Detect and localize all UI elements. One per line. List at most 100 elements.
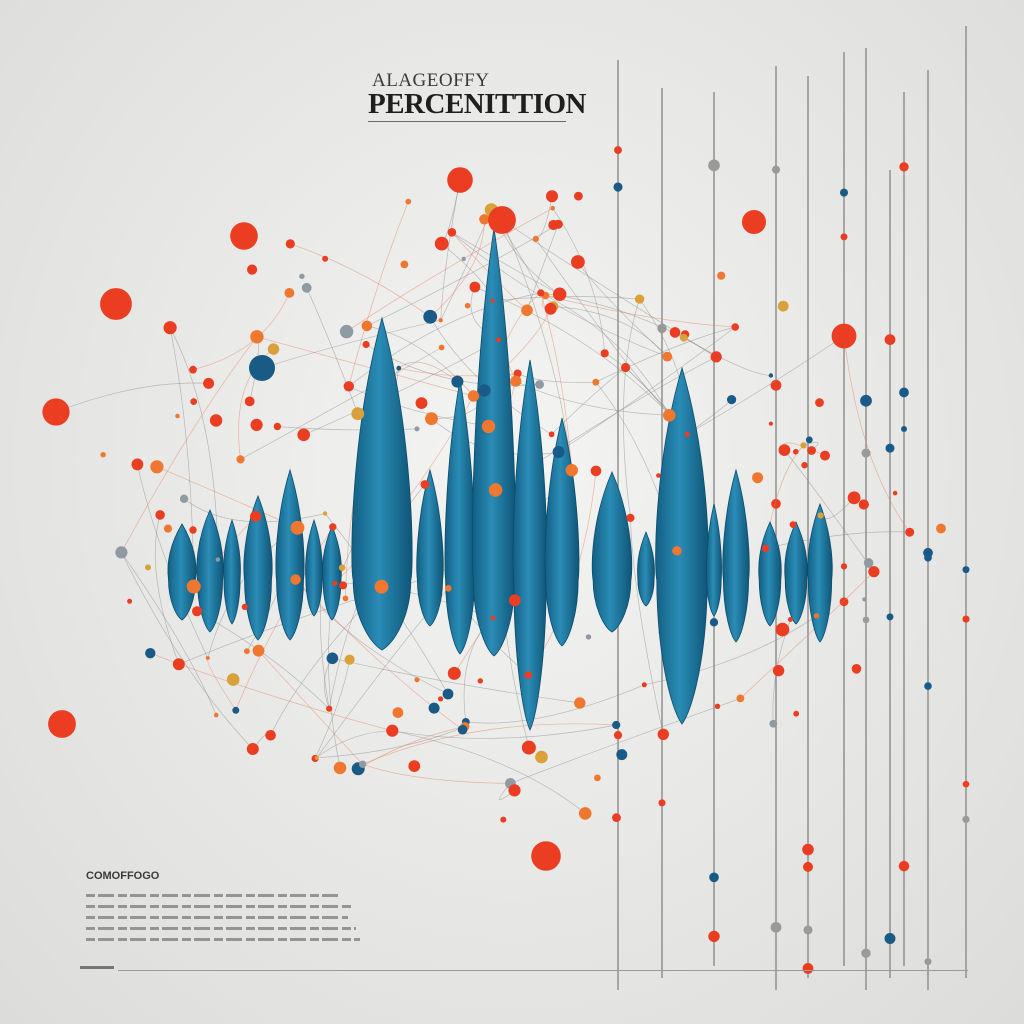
network-node — [793, 448, 799, 455]
network-node — [727, 395, 737, 405]
network-edge — [316, 726, 466, 759]
network-edge — [392, 724, 617, 739]
network-node — [578, 807, 592, 820]
network-node — [851, 664, 862, 674]
network-node — [236, 455, 245, 464]
poster-kicker: ALAGEOFFY — [372, 70, 490, 91]
network-node — [250, 330, 264, 344]
network-node — [548, 431, 555, 438]
rule-bead — [708, 930, 720, 943]
network-node — [663, 409, 676, 422]
network-node — [488, 483, 503, 497]
network-node — [800, 442, 807, 449]
network-node — [513, 369, 522, 378]
network-node — [434, 236, 449, 251]
rule-bead — [899, 387, 909, 398]
rule-bead — [861, 948, 871, 958]
rule-bead — [923, 547, 933, 558]
network-node — [284, 288, 295, 298]
network-node — [524, 671, 533, 679]
network-node — [469, 281, 481, 293]
network-node — [374, 579, 389, 594]
network-node — [817, 512, 824, 519]
network-node — [488, 206, 516, 234]
network-node — [127, 598, 133, 604]
network-node — [343, 381, 354, 392]
caption-line — [86, 905, 354, 908]
network-node — [457, 724, 468, 735]
network-node — [905, 527, 915, 537]
network-node — [641, 682, 647, 688]
rule-bead — [803, 925, 813, 935]
network-node — [290, 574, 301, 585]
network-edge — [362, 763, 511, 784]
rule-bead — [962, 815, 970, 824]
network-node — [246, 743, 259, 755]
network-node — [322, 255, 329, 262]
network-edge — [451, 232, 560, 295]
rule-bead — [962, 566, 970, 574]
network-node — [209, 414, 223, 427]
rule-bead — [613, 182, 623, 192]
network-edge — [517, 373, 596, 383]
network-node — [451, 375, 464, 388]
network-node — [761, 544, 770, 553]
network-node — [801, 462, 808, 469]
network-node — [820, 450, 830, 461]
network-node — [163, 321, 177, 335]
network-nodes — [42, 167, 946, 871]
waveform-spike — [196, 509, 224, 633]
network-edge — [595, 326, 736, 383]
rule-bead — [840, 233, 848, 241]
network-node — [892, 490, 898, 496]
network-node — [344, 654, 355, 665]
rule-bead — [899, 162, 909, 172]
network-edge — [332, 657, 580, 704]
network-edge — [510, 698, 741, 784]
network-node — [333, 761, 347, 775]
network-node — [213, 712, 219, 718]
network-edge — [169, 327, 219, 560]
network-node — [752, 472, 764, 484]
network-edge — [55, 382, 209, 413]
network-node — [408, 760, 421, 772]
rule-bead — [771, 498, 781, 509]
caption-line — [86, 894, 338, 897]
waveform-spike — [444, 379, 476, 655]
network-edge — [362, 723, 617, 765]
network-node — [189, 526, 197, 534]
network-node — [172, 658, 185, 671]
network-node — [679, 333, 688, 342]
network-node — [858, 499, 869, 510]
rule-bead — [708, 159, 720, 172]
network-node — [406, 581, 411, 587]
rule-bead — [770, 921, 782, 933]
network-node — [361, 320, 373, 332]
network-node — [612, 813, 621, 823]
network-node — [768, 421, 774, 426]
network-node — [546, 190, 558, 203]
network-edge — [303, 339, 499, 436]
network-node — [807, 446, 816, 455]
network-node — [332, 580, 338, 586]
network-node — [464, 302, 471, 309]
network-node — [477, 678, 483, 684]
waveform-spike — [351, 316, 413, 651]
network-edge — [358, 726, 465, 770]
network-node — [326, 652, 339, 665]
network-node — [612, 720, 621, 730]
network-edge — [465, 684, 645, 724]
network-node — [544, 302, 557, 315]
caption-heading: COMOFFOGO — [86, 870, 160, 882]
network-edge — [240, 347, 442, 460]
network-node — [815, 398, 824, 407]
waveform-spike — [275, 468, 305, 641]
rule-bead — [839, 597, 849, 607]
network-node — [215, 557, 220, 562]
network-node — [500, 816, 507, 823]
network-node — [414, 677, 420, 683]
network-edge — [183, 498, 326, 523]
caption-line — [86, 927, 356, 930]
network-edge — [552, 208, 606, 354]
network-node — [150, 460, 164, 474]
